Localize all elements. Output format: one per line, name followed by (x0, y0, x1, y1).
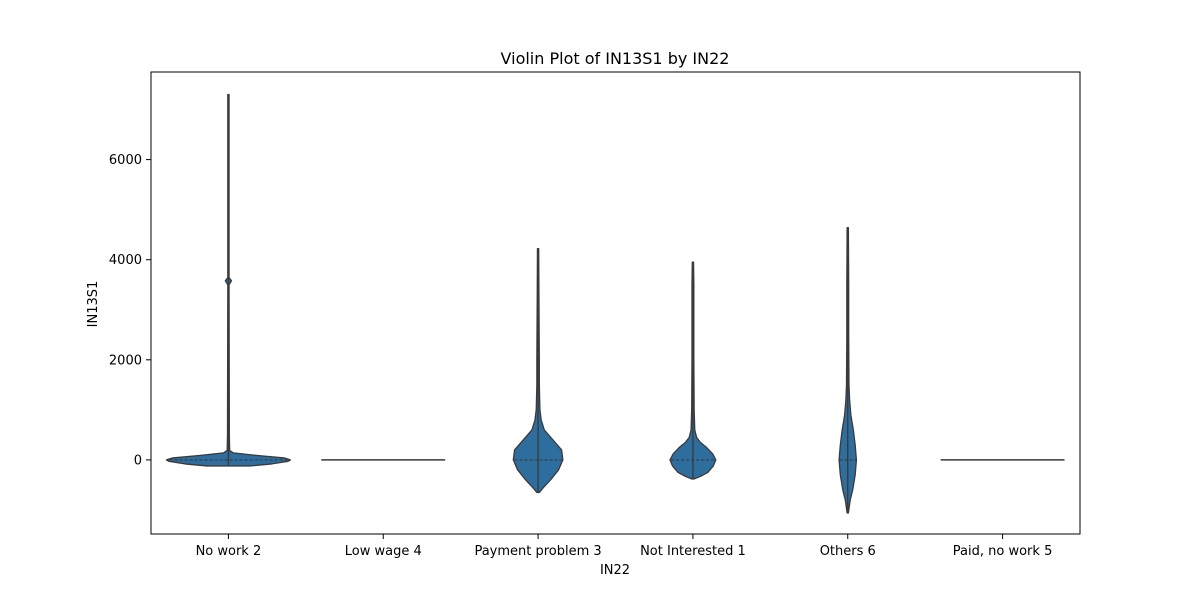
plot-area (165, 93, 1065, 514)
y-tick-label: 6000 (109, 153, 142, 168)
x-tick-label: Not Interested 1 (640, 544, 746, 559)
x-tick-label: Others 6 (820, 544, 876, 559)
plot-frame (150, 71, 1081, 535)
chart-title: Violin Plot of IN13S1 by IN22 (501, 49, 730, 68)
x-tick-label: Paid, no work 5 (953, 544, 1053, 559)
x-axis-ticks: No work 2 Low wage 4 Payment problem 3 Not … (196, 534, 1053, 559)
y-tick-label: 4000 (109, 253, 142, 268)
x-tick-label: Low wage 4 (345, 544, 422, 559)
y-axis-label: IN13S1 (86, 281, 101, 328)
x-tick-label: No work 2 (196, 544, 262, 559)
x-tick-label: Payment problem 3 (474, 544, 601, 559)
x-axis-label: IN22 (600, 563, 630, 578)
y-tick-label: 0 (134, 453, 142, 468)
y-tick-label: 2000 (109, 353, 142, 368)
y-axis-ticks: 0 2000 4000 6000 (109, 153, 151, 468)
